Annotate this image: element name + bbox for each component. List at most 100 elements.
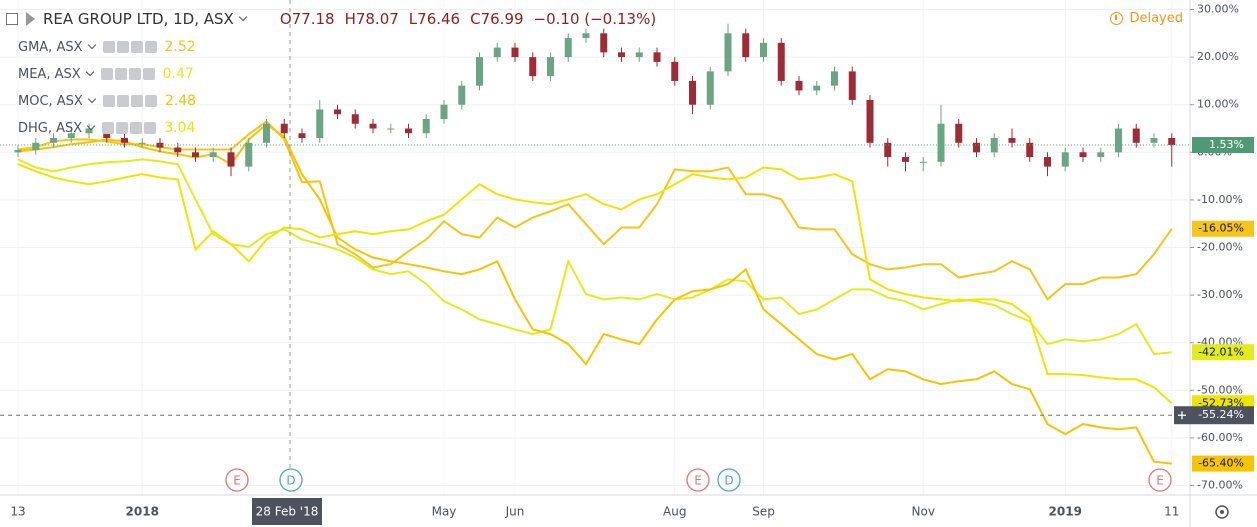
candle-body	[848, 71, 856, 100]
settings-icon[interactable]	[116, 122, 129, 134]
x-tick-label: Jun	[505, 505, 525, 519]
event-marker[interactable]	[225, 468, 249, 492]
last-price-badge-box	[1192, 137, 1254, 154]
y-tick-label: 30.00%	[1197, 3, 1239, 16]
candle-body	[635, 52, 643, 58]
close-icon[interactable]	[144, 41, 157, 53]
candle-body	[316, 109, 324, 139]
y-tick-label: -30.00%	[1197, 288, 1243, 301]
eye-icon[interactable]	[100, 68, 113, 80]
candle-body	[85, 128, 93, 134]
candle-body	[813, 85, 821, 91]
chevron[interactable]	[87, 94, 97, 104]
legend-item: MEA, ASX 0.47	[18, 66, 194, 82]
last-value-badge: -42.01%	[1198, 345, 1244, 358]
delayed-status[interactable]: Delayed	[1110, 11, 1183, 26]
close-icon[interactable]	[144, 122, 157, 134]
ohlc-close: C76.99	[470, 10, 524, 28]
x-tick-label: 13	[10, 505, 25, 519]
eye-icon[interactable]	[102, 95, 115, 107]
candle-body	[387, 128, 395, 130]
plus-icon[interactable]	[130, 122, 143, 134]
x-tick-label: 11	[1164, 505, 1179, 519]
candle-body	[866, 99, 874, 143]
chevron[interactable]	[87, 40, 96, 50]
candle-body	[334, 109, 341, 115]
crosshair-value-box	[1174, 406, 1254, 425]
settings-icon[interactable]	[114, 68, 127, 80]
last-value-badge-box	[1192, 220, 1254, 237]
last-price-badge: 1.53%	[1209, 138, 1244, 151]
close-icon[interactable]	[144, 95, 157, 107]
candle-body	[1061, 152, 1069, 167]
settings-icon[interactable]	[116, 41, 129, 53]
collapse-icon[interactable]	[6, 13, 18, 25]
x-tick-label: Nov	[912, 505, 935, 519]
candle-body	[1115, 128, 1122, 153]
event-marker[interactable]	[279, 468, 303, 492]
settings-icon[interactable]	[1215, 505, 1229, 519]
eye-icon[interactable]	[102, 122, 115, 134]
legend-item: GMA, ASX 2.52	[18, 39, 196, 55]
flag-icon[interactable]	[26, 12, 35, 26]
candle-body	[511, 47, 519, 58]
legend-name: GMA, ASX	[18, 39, 83, 55]
candle-body	[902, 157, 909, 162]
candle-body	[209, 152, 217, 158]
candle-body	[937, 123, 945, 162]
compare-line	[17, 122, 1172, 465]
event-marker[interactable]	[686, 468, 710, 492]
crosshair-date: 28 Feb '18	[256, 505, 319, 519]
crosshair-date-box	[252, 498, 322, 525]
eye-icon[interactable]	[102, 41, 115, 53]
candle-body	[227, 152, 235, 167]
y-tick-label: -60.00%	[1197, 431, 1243, 444]
candle-body	[440, 104, 448, 119]
plus-icon[interactable]	[130, 95, 143, 107]
candle-body	[174, 147, 182, 153]
plus-icon[interactable]	[130, 41, 143, 53]
symbol-title[interactable]: REA GROUP LTD, 1D, ASX	[43, 10, 234, 28]
settings-icon[interactable]	[116, 95, 129, 107]
last-value-badge-box	[1192, 455, 1254, 472]
legend-name: DHG, ASX	[18, 120, 83, 136]
x-tick-label: 2018	[126, 505, 159, 519]
event-label: E	[1156, 474, 1164, 488]
event-marker[interactable]	[717, 468, 741, 492]
candle-body	[1026, 142, 1034, 158]
candle-body	[973, 142, 980, 153]
ohlc-change: −0.10 (−0.13%)	[533, 10, 657, 28]
candle-body	[547, 57, 554, 77]
plus-icon[interactable]	[128, 68, 141, 80]
candle-body	[476, 57, 483, 86]
legend-name: MEA, ASX	[18, 66, 81, 82]
candle-body	[742, 33, 750, 58]
y-tick-label: -70.00%	[1197, 478, 1243, 491]
event-marker[interactable]	[1148, 468, 1172, 492]
candle-body	[138, 142, 146, 144]
chevron[interactable]	[238, 12, 248, 22]
candle-body	[990, 138, 998, 153]
plot-area	[0, 23, 1190, 465]
candle-body	[689, 80, 696, 105]
chevron[interactable]	[85, 67, 94, 77]
close-icon[interactable]	[142, 68, 155, 80]
y-tick-label: 10.00%	[1197, 98, 1239, 111]
candle-body	[32, 142, 40, 150]
last-value-badge: -16.05%	[1198, 222, 1244, 235]
candle-body	[458, 85, 466, 105]
candle-body	[351, 114, 359, 124]
candle-body	[280, 123, 288, 134]
ohlc-open: O77.18	[279, 10, 335, 28]
candle-body	[422, 118, 430, 134]
candle-body	[724, 33, 732, 72]
candle-body	[706, 71, 714, 105]
candle-body	[919, 161, 927, 163]
y-tick-label: -50.00%	[1197, 383, 1243, 396]
chevron[interactable]	[86, 121, 96, 131]
legend-item: MOC, ASX 2.48	[18, 93, 196, 109]
candle-body	[493, 47, 501, 58]
x-tick-label: May	[432, 505, 457, 519]
candle-body	[1079, 152, 1087, 158]
